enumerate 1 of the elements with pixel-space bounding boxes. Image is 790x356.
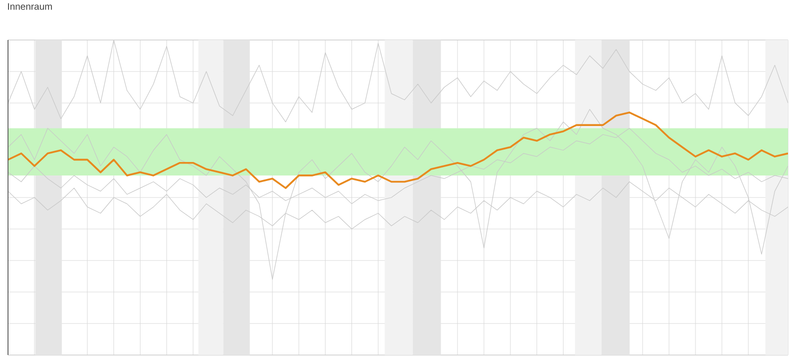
chart-title: Innenraum: [8, 3, 52, 10]
